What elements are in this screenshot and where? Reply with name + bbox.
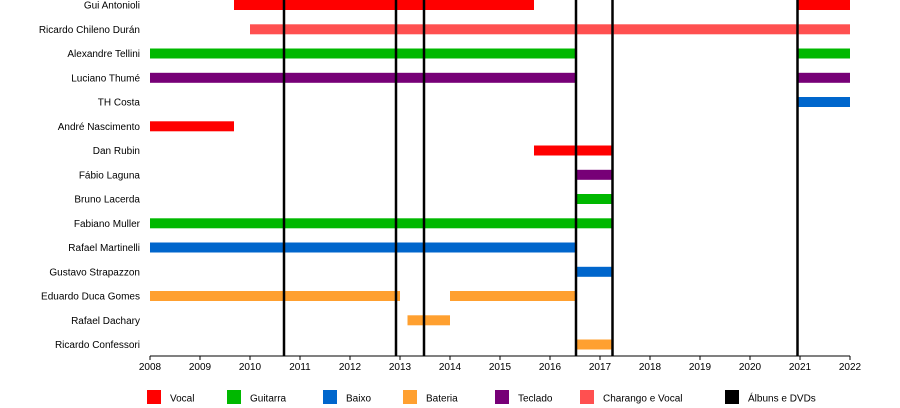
member-label: Gustavo Strapazzon — [49, 267, 140, 278]
x-axis: 2008 2009 2010 2011 2012 2013 2014 2015 2016 2017… — [139, 355, 862, 373]
member-label: Bruno Lacerda — [74, 195, 140, 206]
legend-swatch-vocal — [147, 390, 161, 404]
member-labels: Gui Antonioli Ricardo Chileno Durán Alexan… — [39, 1, 141, 352]
bars-layer — [150, 0, 850, 350]
member-label: TH Costa — [98, 98, 141, 109]
bar-bateria — [407, 315, 450, 326]
x-tick-label: 2014 — [439, 362, 462, 373]
legend-label-bateria: Bateria — [426, 394, 458, 405]
x-tick-label: 2022 — [839, 362, 862, 373]
bar-baixo — [576, 266, 613, 277]
x-tick-label: 2017 — [589, 362, 612, 373]
x-tick-label: 2011 — [289, 362, 311, 373]
bar-teclado — [576, 169, 613, 180]
bar-guitarra — [150, 218, 613, 229]
legend-label-teclado: Teclado — [518, 394, 553, 405]
bar-vocal — [234, 0, 534, 10]
bar-guitarra — [576, 194, 613, 204]
bar-guitarra — [797, 48, 850, 59]
member-label: Fabiano Muller — [74, 219, 141, 230]
member-label: Rafael Dachary — [71, 316, 140, 327]
x-tick-label: 2012 — [339, 362, 362, 373]
legend: Vocal Guitarra Baixo Bateria Teclado Charango… — [147, 390, 816, 405]
bar-guitarra — [150, 48, 576, 59]
x-tick-label: 2018 — [639, 362, 662, 373]
x-tick-label: 2013 — [389, 362, 412, 373]
x-tick-label: 2020 — [739, 362, 762, 373]
bar-baixo — [150, 242, 576, 253]
x-tick-label: 2019 — [689, 362, 712, 373]
bar-bateria — [150, 291, 400, 301]
x-tick-label: 2010 — [239, 362, 262, 373]
member-label: André Nascimento — [58, 122, 141, 133]
bar-vocal — [150, 121, 234, 132]
bar-teclado — [150, 72, 576, 83]
legend-swatch-guitarra — [227, 390, 241, 404]
x-tick-label: 2008 — [139, 362, 162, 373]
bar-charango — [250, 24, 850, 35]
member-label: Dan Rubin — [93, 146, 140, 157]
legend-swatch-baixo — [323, 390, 337, 404]
bar-vocal — [534, 145, 613, 156]
member-label: Gui Antonioli — [84, 1, 140, 12]
legend-label-guitarra: Guitarra — [250, 394, 287, 405]
member-label: Ricardo Chileno Durán — [39, 25, 140, 36]
bar-vocal — [797, 0, 850, 10]
x-tick-label: 2021 — [789, 362, 812, 373]
legend-label-charango: Charango e Vocal — [603, 394, 683, 405]
legend-swatch-bateria — [403, 390, 417, 404]
legend-swatch-teclado — [495, 390, 509, 404]
member-label: Alexandre Tellini — [67, 49, 140, 60]
member-label: Fábio Laguna — [79, 170, 141, 181]
legend-label-vocal: Vocal — [170, 394, 194, 405]
member-label: Luciano Thumé — [71, 73, 140, 84]
legend-swatch-albuns — [725, 390, 739, 404]
album-lines-layer — [282, 0, 799, 356]
legend-label-albuns: Álbuns e DVDs — [748, 392, 816, 405]
legend-label-baixo: Baixo — [346, 394, 371, 405]
bar-baixo — [797, 97, 850, 107]
x-tick-label: 2009 — [189, 362, 212, 373]
member-label: Rafael Martinelli — [68, 243, 140, 254]
legend-swatch-charango — [580, 390, 594, 404]
bar-teclado — [797, 72, 850, 83]
x-tick-label: 2016 — [539, 362, 562, 373]
member-label: Eduardo Duca Gomes — [41, 292, 140, 303]
x-tick-label: 2015 — [489, 362, 512, 373]
member-label: Ricardo Confessori — [55, 340, 140, 351]
bar-bateria — [576, 339, 613, 350]
bar-bateria — [450, 291, 576, 301]
